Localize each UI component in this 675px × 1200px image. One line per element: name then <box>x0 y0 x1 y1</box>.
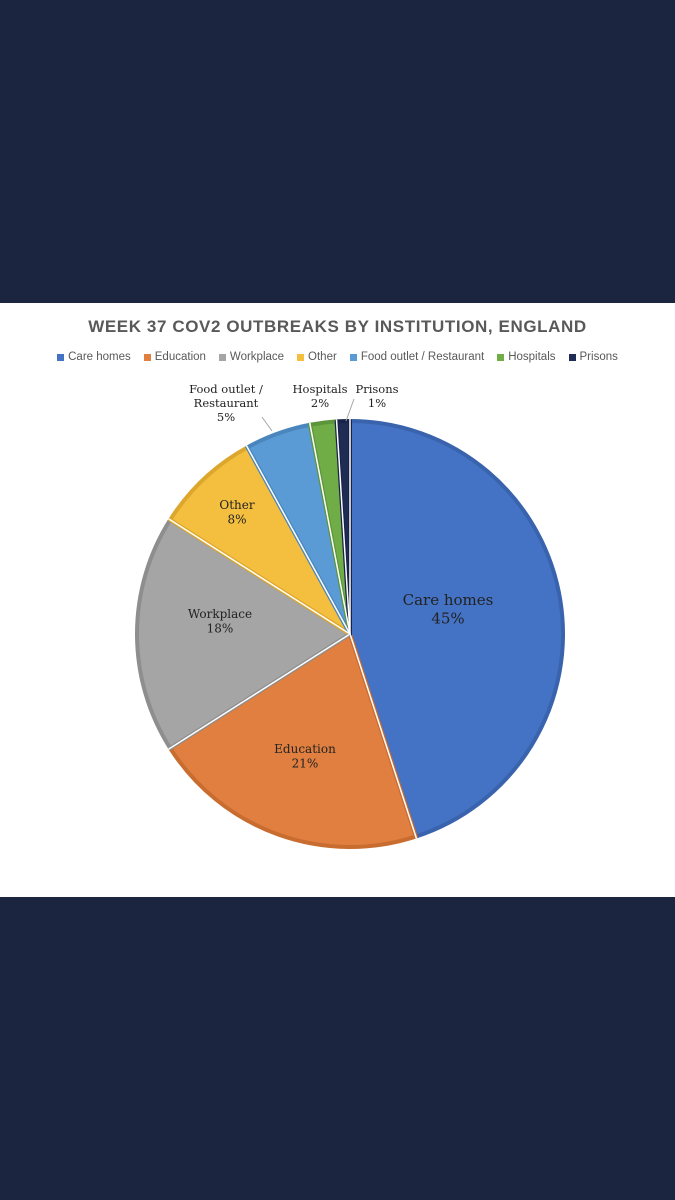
legend-item-hospitals: Hospitals <box>497 351 556 363</box>
legend-label: Care homes <box>68 351 131 363</box>
slice-name-label-education: Education <box>274 742 336 756</box>
legend-item-workplace: Workplace <box>218 351 285 363</box>
chart-legend: Care homes Education Workplace Other Food ou… <box>0 351 675 363</box>
slice-percent-label-hospitals: 2% <box>311 396 329 410</box>
legend-item-prisons: Prisons <box>568 351 618 363</box>
legend-swatch <box>143 353 151 361</box>
slice-percent-label-education: 21% <box>292 757 319 771</box>
legend-label: Education <box>154 351 206 363</box>
chart-title: WEEK 37 COV2 OUTBREAKS BY INSTITUTION, E… <box>88 317 587 336</box>
slice-separator <box>168 518 351 635</box>
pie-slice-education <box>168 632 418 849</box>
legend-swatch <box>349 353 357 361</box>
slice-name-label-workplace: Workplace <box>188 607 252 621</box>
legend-item-care-homes: Care homes <box>57 351 131 363</box>
slice-name-label-food-outlet-restaurant: Restaurant <box>194 396 259 410</box>
legend-item-education: Education <box>143 351 206 363</box>
slice-name-label-care-homes: Care homes <box>403 591 494 609</box>
slice-name-label-hospitals: Hospitals <box>293 382 348 396</box>
legend-swatch <box>297 353 305 361</box>
legend-label: Food outlet / Restaurant <box>360 351 485 363</box>
slice-name-label-other: Other <box>219 498 254 512</box>
legend-label: Prisons <box>579 351 618 363</box>
legend-label: Other <box>308 351 337 363</box>
legend-swatch <box>57 353 65 361</box>
pie-slice-care-homes <box>348 419 565 839</box>
slice-name-label-prisons: Prisons <box>355 382 398 396</box>
label-leader-line <box>261 416 273 432</box>
label-leader-line <box>345 398 355 422</box>
pie-slice-workplace <box>135 517 352 751</box>
chart-card: WEEK 37 COV2 OUTBREAKS BY INSTITUTION, E… <box>0 303 675 897</box>
slice-separator <box>308 422 351 635</box>
slice-percent-label-food-outlet-restaurant: 5% <box>217 410 235 424</box>
legend-label: Workplace <box>229 351 285 363</box>
slice-percent-label-prisons: 1% <box>368 396 386 410</box>
slice-separator <box>335 419 351 635</box>
legend-item-other: Other <box>297 351 337 363</box>
slice-percent-label-workplace: 18% <box>207 622 234 636</box>
legend-swatch <box>497 353 505 361</box>
slice-percent-label-care-homes: 45% <box>431 609 464 627</box>
slice-separator <box>168 633 351 750</box>
pie-slice-other <box>168 445 352 636</box>
slice-separator <box>245 445 351 635</box>
legend-item-food-outlet-restaurant: Food outlet / Restaurant <box>349 351 485 363</box>
slice-separator <box>349 633 418 839</box>
slice-name-label-food-outlet-restaurant: Food outlet / <box>189 382 263 396</box>
legend-label: Hospitals <box>508 351 556 363</box>
legend-swatch <box>568 353 576 361</box>
slice-percent-label-other: 8% <box>227 513 246 527</box>
legend-swatch <box>218 353 226 361</box>
